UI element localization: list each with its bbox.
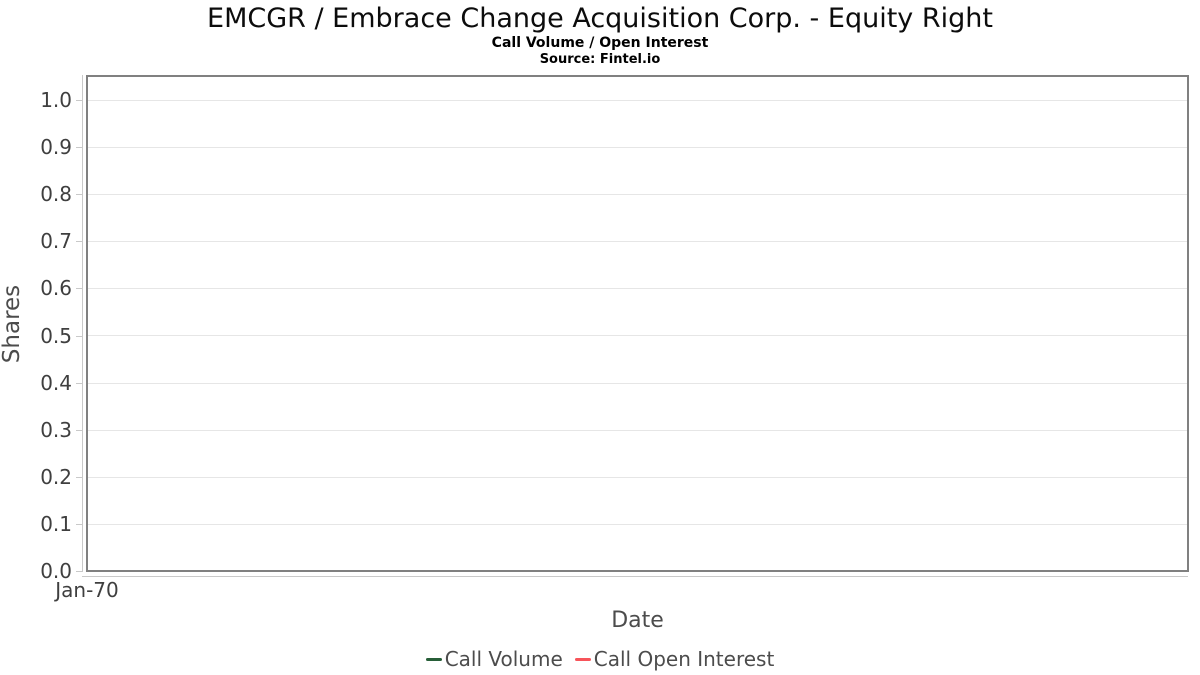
x-axis-title: Date [611,608,664,633]
gridline [88,288,1187,289]
gridline [88,383,1187,384]
y-tick-label: 0.2 [40,465,72,489]
chart-title: EMCGR / Embrace Change Acquisition Corp.… [207,3,993,34]
y-tick-label: 1.0 [40,88,72,112]
y-tick-label: 0.7 [40,229,72,253]
gridline [88,100,1187,101]
gridline [88,147,1187,148]
legend-item-call-open-interest[interactable]: Call Open Interest [574,647,775,671]
y-tick-label: 0.6 [40,276,72,300]
gridline [88,430,1187,431]
y-tick-mark [76,288,83,289]
y-tick-mark [76,524,83,525]
chart-source-label: Source: Fintel.io [539,52,661,67]
y-tick-mark [76,194,83,195]
legend-item-call-volume[interactable]: Call Volume [425,647,563,671]
y-tick-label: 0.4 [40,371,72,395]
y-tick-label: 0.9 [40,135,72,159]
gridline [88,335,1187,336]
legend-label: Call Open Interest [593,647,775,671]
y-tick-label: 0.0 [40,559,72,583]
y-tick-mark [76,383,83,384]
y-tick-mark [76,100,83,101]
gridline [88,524,1187,525]
y-tick-label: 0.1 [40,512,72,536]
chart-subtitle: Call Volume / Open Interest [491,35,709,51]
call-open-interest-line-swatch-icon [574,657,591,661]
y-tick-mark [76,430,83,431]
y-tick-label: 0.3 [40,418,72,442]
plot-area [86,75,1189,572]
call-volume-line-swatch-icon [425,657,442,661]
y-tick-mark [76,477,83,478]
y-axis-line [82,75,83,572]
legend: Call Volume Call Open Interest [0,645,1200,673]
y-tick-mark [76,241,83,242]
legend-label: Call Volume [444,647,563,671]
gridline [88,194,1187,195]
y-tick-mark [76,336,83,337]
gridline [88,241,1187,242]
gridline [88,477,1187,478]
y-tick-label: 0.5 [40,324,72,348]
y-tick-mark [76,147,83,148]
x-tick-label: Jan-70 [55,578,119,602]
y-tick-label: 0.8 [40,182,72,206]
x-axis-line [82,576,1188,577]
y-tick-mark [76,571,83,572]
y-axis-title: Shares [0,284,25,364]
